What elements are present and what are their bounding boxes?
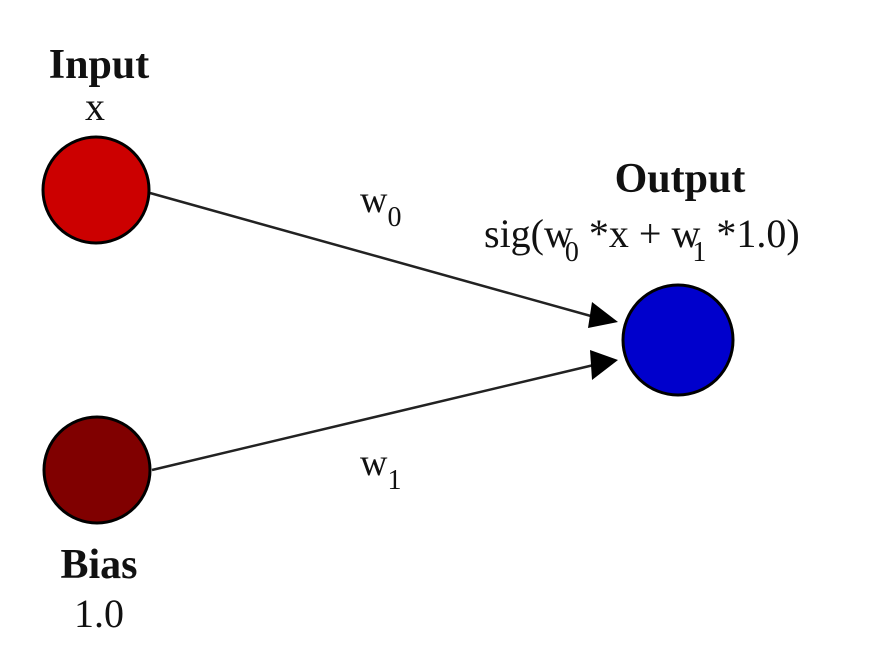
output-node [621,283,735,397]
formula-prefix: sig(w [484,211,573,256]
input-value: x [85,84,105,129]
bias-value: 1.0 [74,591,124,636]
arrowhead-input-edge [588,302,618,328]
edge-bias-to-output [151,362,599,472]
output-title: Output [615,156,746,202]
weight-w1-subscript: 1 [387,465,401,496]
bias-title: Bias [60,542,137,588]
arrowhead-bias-edge [590,350,618,380]
formula-suffix: *1.0) [706,211,799,256]
output-formula: sig(w0 *x + w1 *1.0) [484,211,800,268]
bias-node [42,415,152,525]
weight-w1-base: w [360,442,388,484]
edge-input-to-output [149,191,599,320]
weight-label-w1: w1 [360,442,401,496]
input-title: Input [49,42,149,88]
weight-w0-base: w [360,179,388,221]
weight-w0-subscript: 0 [387,202,401,233]
formula-w1-subscript: 1 [692,237,706,268]
formula-w0-subscript: 0 [565,237,579,268]
input-node [41,135,151,245]
formula-middle: *x + w [579,211,701,256]
weight-label-w0: w0 [360,179,401,233]
